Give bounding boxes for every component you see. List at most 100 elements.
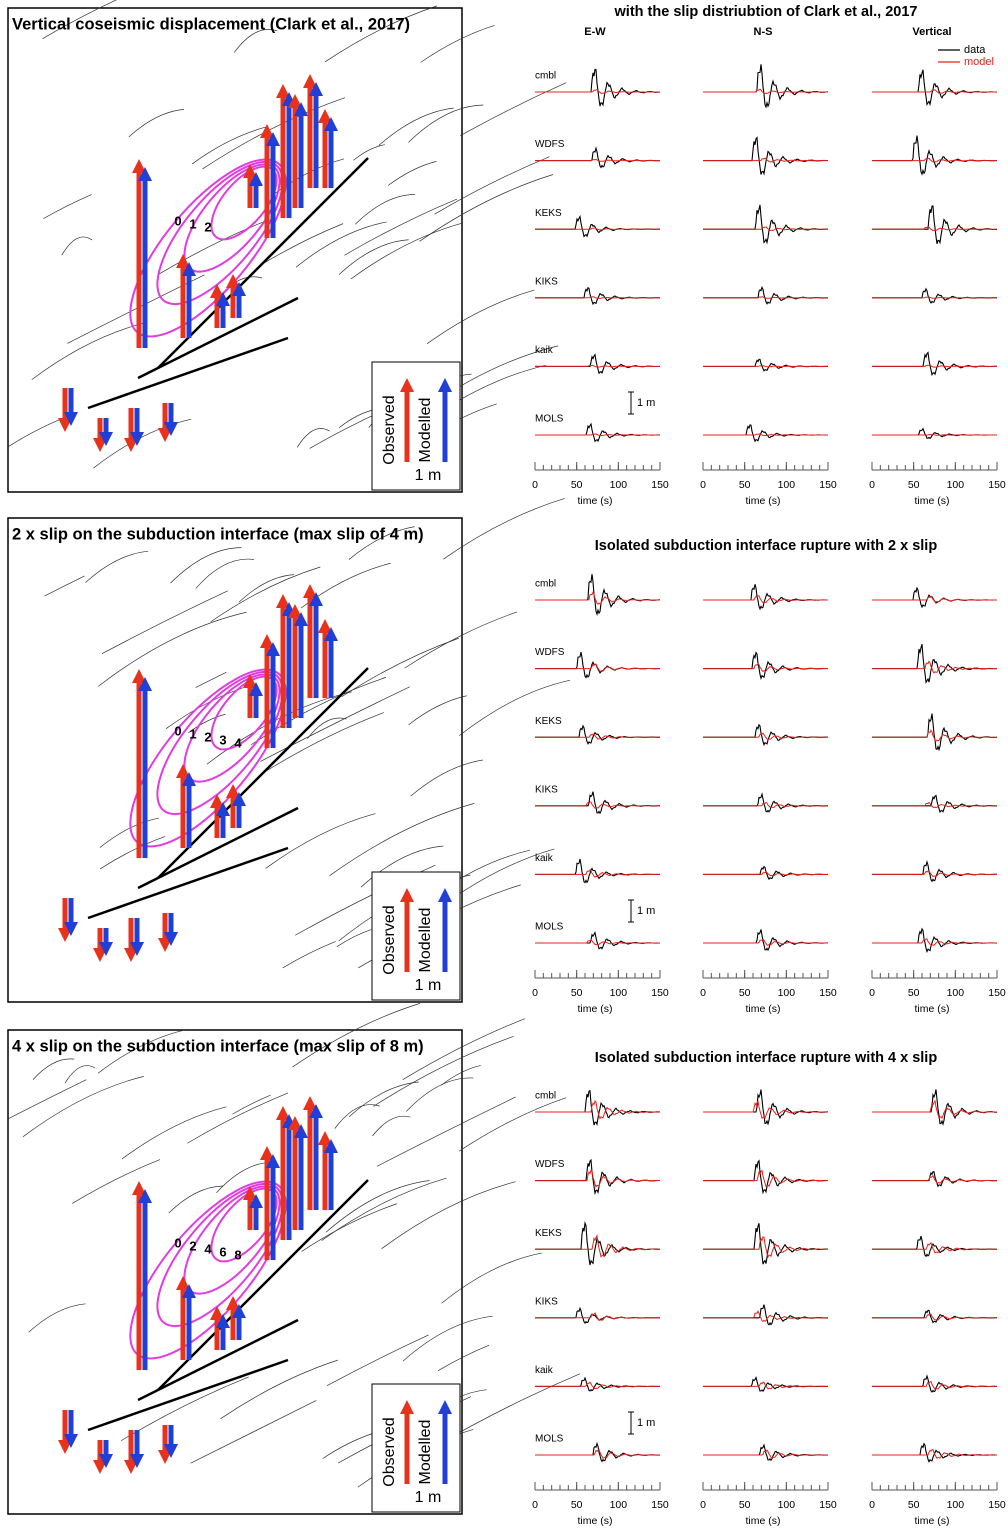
waveform [535,939,660,946]
contour-label: 1 [189,216,196,231]
waveform [535,663,660,673]
contour-label: 2 [204,219,211,234]
arrow-head [232,282,246,296]
fault-line [206,691,352,765]
scale-label: 1 m [637,905,655,917]
arrow-head [124,948,138,962]
major-fault [157,157,369,369]
major-fault [157,667,369,879]
x-tick-label: 100 [947,479,965,491]
waveform [872,1374,998,1393]
waveform [535,1306,660,1325]
arrow-head [288,1116,302,1130]
station-label: MOLS [535,414,564,425]
waveform [535,1448,661,1459]
fault-line [301,1203,398,1252]
arrow-head [216,802,230,816]
arrow-head [324,117,338,131]
x-tick-label: 150 [819,479,837,491]
fault-line [265,813,376,869]
waveform [703,1310,828,1323]
waveform [872,1089,998,1127]
legend-modelled: Modelled [417,1420,434,1485]
waveform [872,89,997,94]
arrow-head [232,792,246,806]
station-label: KIKS [535,1296,558,1307]
arrow-head [132,159,146,173]
waveform [872,927,997,954]
x-tick-label: 100 [947,987,965,999]
arrow-head [182,262,196,276]
arrow-head [309,1104,323,1118]
fault-line [326,1334,429,1387]
waveform [703,157,828,163]
x-tick-label: 50 [571,987,583,999]
map-title: 4 x slip on the subduction interface (ma… [12,1037,424,1055]
scale-bar [628,899,634,923]
fault-line [338,239,409,275]
waveform [535,422,660,443]
fault-line [202,97,346,170]
waveform [703,204,829,245]
fault-line [419,174,554,242]
fault-line [233,29,278,53]
station-label: MOLS [535,922,564,933]
waveform [703,88,828,95]
arrow-head [309,592,323,606]
arrow-head [58,928,72,942]
legend-observed: Observed [381,1417,398,1486]
fault-line [195,558,254,589]
waveform [535,1381,660,1390]
waveform [872,69,997,107]
fault-line [441,1065,481,1086]
x-tick-label: 50 [571,479,583,491]
map-title: 2 x slip on the subduction interface (ma… [12,525,424,543]
arrow-head [138,1189,152,1203]
fault-line [93,418,192,469]
x-tick-label: 0 [700,987,706,999]
station-label: kaik [535,853,554,864]
contour-label: 4 [234,735,242,750]
fault-line [443,498,565,560]
waveform [703,1304,828,1326]
waveform [535,146,660,169]
arrow-head [266,132,280,146]
fault-line [402,1315,493,1362]
x-tick-label: 50 [739,1499,751,1511]
fault-line [187,1092,289,1144]
fault-line [329,803,475,876]
arrow-head [226,1296,240,1310]
scale-label: 1 m [637,1417,655,1429]
waveform [872,729,997,742]
scale-label: 1 m [637,397,655,409]
station-label: cmbl [535,579,556,590]
station-label: KIKS [535,784,558,795]
contour-label: 0 [174,213,181,228]
waveform [872,1241,997,1254]
waveform [535,1376,660,1392]
x-axis-label: time (s) [578,495,613,507]
waveform [535,1099,661,1120]
fault-line [210,566,321,623]
arrow-head [266,1154,280,1168]
arrow-head [249,1194,263,1208]
fault-line [441,1252,543,1304]
fault-line [42,0,117,40]
x-tick-label: 100 [610,1499,628,1511]
waveform [872,1449,997,1460]
waveform [703,1449,829,1459]
station-label: KEKS [535,1228,562,1239]
x-tick-label: 50 [908,1499,920,1511]
waveform [535,1441,660,1463]
station-label: KEKS [535,716,562,727]
fault-line [373,1035,514,1107]
arrow-head [164,932,178,946]
panel-title: Isolated subduction interface rupture wi… [595,538,938,554]
station-label: cmbl [535,1091,556,1102]
x-tick-label: 150 [651,987,669,999]
fault-line [262,712,384,774]
column-header: E-W [584,26,606,38]
waveform [535,433,660,437]
fault-line [191,126,266,165]
x-tick-label: 0 [700,1499,706,1511]
